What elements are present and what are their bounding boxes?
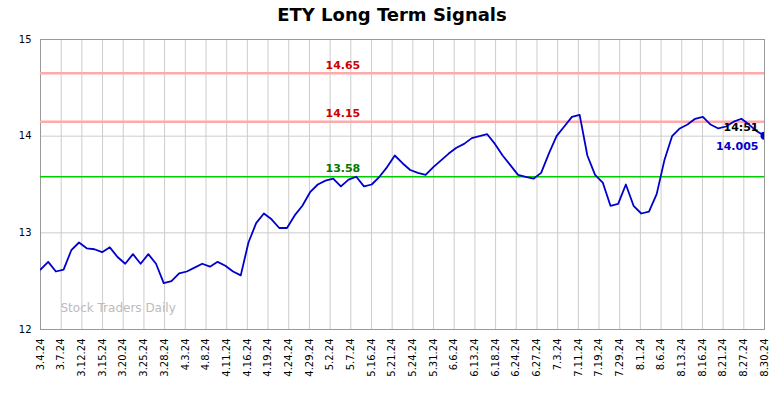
svg-text:6.24.24: 6.24.24 [510, 339, 521, 377]
svg-text:8.16.24: 8.16.24 [697, 339, 708, 377]
svg-text:3.7.24: 3.7.24 [55, 339, 66, 371]
svg-text:5.24.24: 5.24.24 [407, 339, 418, 377]
svg-text:6.27.24: 6.27.24 [531, 339, 542, 377]
svg-text:7.3.24: 7.3.24 [552, 339, 563, 371]
svg-text:3.25.24: 3.25.24 [138, 339, 149, 377]
svg-text:3.15.24: 3.15.24 [97, 339, 108, 377]
svg-text:15: 15 [19, 34, 32, 45]
svg-text:6.6.24: 6.6.24 [448, 339, 459, 371]
svg-text:8.6.24: 8.6.24 [655, 339, 666, 371]
svg-text:14.65: 14.65 [325, 59, 360, 72]
svg-text:5.2.24: 5.2.24 [324, 339, 335, 371]
svg-text:14: 14 [19, 130, 32, 141]
svg-text:6.18.24: 6.18.24 [490, 339, 501, 377]
svg-text:6.13.24: 6.13.24 [469, 339, 480, 377]
svg-text:14.15: 14.15 [325, 107, 360, 120]
svg-text:8.1.24: 8.1.24 [635, 339, 646, 371]
svg-text:7.19.24: 7.19.24 [593, 339, 604, 377]
svg-text:13.58: 13.58 [325, 162, 360, 175]
svg-text:4.24.24: 4.24.24 [283, 339, 294, 377]
svg-text:4.8.24: 4.8.24 [200, 339, 211, 371]
svg-text:7.29.24: 7.29.24 [614, 339, 625, 377]
svg-text:3.4.24: 3.4.24 [35, 339, 46, 371]
svg-text:3.20.24: 3.20.24 [117, 339, 128, 377]
svg-text:4.29.24: 4.29.24 [304, 339, 315, 377]
svg-text:5.21.24: 5.21.24 [386, 339, 397, 377]
svg-text:13: 13 [19, 227, 32, 238]
svg-text:5.31.24: 5.31.24 [428, 339, 439, 377]
svg-text:4.16.24: 4.16.24 [242, 339, 253, 377]
svg-text:7.11.24: 7.11.24 [573, 339, 584, 377]
svg-text:4.3.24: 4.3.24 [180, 339, 191, 371]
svg-text:14.005: 14.005 [716, 140, 758, 153]
svg-text:8.27.24: 8.27.24 [738, 339, 749, 377]
svg-text:8.21.24: 8.21.24 [717, 339, 728, 377]
svg-text:3.12.24: 3.12.24 [76, 339, 87, 377]
svg-text:Stock Traders Daily: Stock Traders Daily [61, 301, 176, 315]
svg-text:12: 12 [19, 324, 32, 335]
svg-text:14:51: 14:51 [723, 121, 758, 134]
svg-text:4.11.24: 4.11.24 [221, 339, 232, 377]
svg-text:8.13.24: 8.13.24 [676, 339, 687, 377]
svg-text:4.19.24: 4.19.24 [262, 339, 273, 377]
svg-text:5.7.24: 5.7.24 [345, 339, 356, 371]
svg-text:3.28.24: 3.28.24 [159, 339, 170, 377]
svg-text:5.16.24: 5.16.24 [366, 339, 377, 377]
html-text:ETY Long Term Signals: ETY Long Term Signals [277, 4, 507, 25]
svg-text:8.30.24: 8.30.24 [759, 339, 770, 377]
